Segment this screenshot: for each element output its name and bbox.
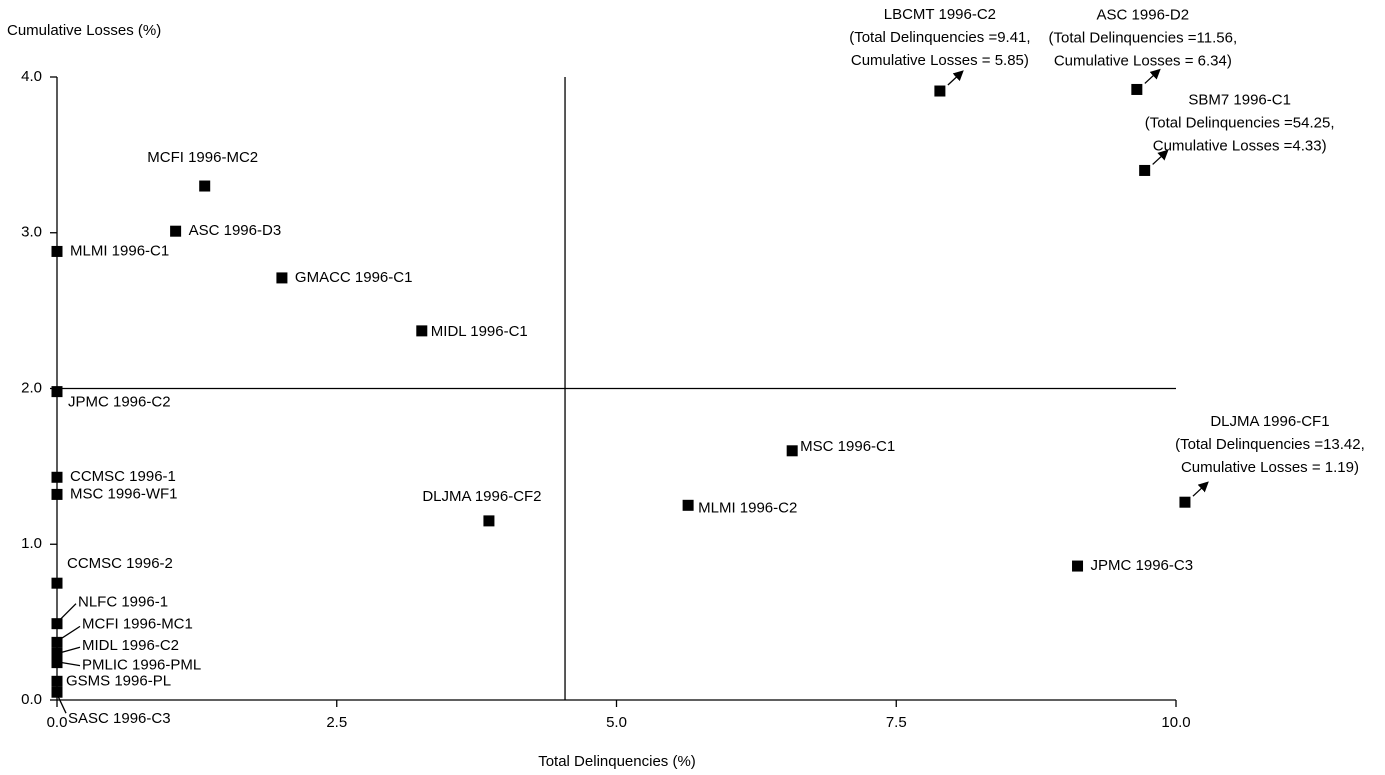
point xyxy=(51,686,63,698)
arrow xyxy=(1152,149,1169,165)
point-annotation: (Total Delinquencies =54.25, xyxy=(1145,114,1335,131)
point xyxy=(51,471,63,483)
point xyxy=(786,445,798,457)
point xyxy=(51,675,63,687)
point-label: MCFI 1996-MC2 xyxy=(147,149,258,166)
y-tick-label: 2.0 xyxy=(21,379,42,396)
point-annotation: Cumulative Losses =4.33) xyxy=(1153,137,1327,154)
point xyxy=(51,386,63,398)
point xyxy=(682,499,694,511)
point xyxy=(51,657,63,669)
arrow xyxy=(947,70,964,86)
point xyxy=(1139,164,1151,176)
point-label: DLJMA 1996-CF1 xyxy=(1210,413,1329,430)
point xyxy=(416,325,428,337)
leader-line xyxy=(57,695,67,714)
point-label: NLFC 1996-1 xyxy=(78,594,168,611)
leader-line xyxy=(61,661,81,667)
point xyxy=(1072,560,1084,572)
x-tick-label: 7.5 xyxy=(886,714,907,731)
point-annotation: Cumulative Losses = 6.34) xyxy=(1054,52,1232,69)
x-tick-label: 5.0 xyxy=(606,714,627,731)
point-label: SASC 1996-C3 xyxy=(68,710,171,727)
leader-line xyxy=(61,646,81,653)
point xyxy=(51,488,63,500)
y-tick-label: 4.0 xyxy=(21,68,42,85)
x-tick-label: 0.0 xyxy=(47,714,68,731)
point xyxy=(483,515,495,527)
point-label: ASC 1996-D2 xyxy=(1097,6,1190,23)
leader-line xyxy=(59,625,81,640)
point-label: CCMSC 1996-2 xyxy=(67,555,173,572)
point-label: MCFI 1996-MC1 xyxy=(82,615,193,632)
point-annotation: (Total Delinquencies =11.56, xyxy=(1049,29,1238,46)
point-annotation: Cumulative Losses = 5.85) xyxy=(851,52,1029,69)
y-tick-label: 3.0 xyxy=(21,224,42,241)
point-label: GSMS 1996-PL xyxy=(66,672,171,689)
point xyxy=(1131,83,1143,95)
y-tick-label: 0.0 xyxy=(21,691,42,708)
point-label: LBCMT 1996-C2 xyxy=(884,6,996,23)
y-axis-title: Cumulative Losses (%) xyxy=(7,22,161,39)
point-label: DLJMA 1996-CF2 xyxy=(422,488,541,505)
point-label: MLMI 1996-C2 xyxy=(698,499,797,516)
point xyxy=(51,636,63,648)
point-label: MLMI 1996-C1 xyxy=(70,242,169,259)
point-annotation: (Total Delinquencies =9.41, xyxy=(849,29,1030,46)
x-tick-label: 2.5 xyxy=(326,714,347,731)
point xyxy=(170,225,182,237)
x-tick-label: 10.0 xyxy=(1161,714,1190,731)
leader-line xyxy=(59,603,77,621)
point-label: JPMC 1996-C3 xyxy=(1091,557,1194,574)
point-label: SBM7 1996-C1 xyxy=(1188,91,1291,108)
point-label: MIDL 1996-C2 xyxy=(82,637,179,654)
point xyxy=(199,180,211,192)
arrow xyxy=(1192,481,1209,497)
point-label: ASC 1996-D3 xyxy=(189,222,282,239)
point-label: GMACC 1996-C1 xyxy=(295,269,413,286)
point-label: MIDL 1996-C1 xyxy=(431,323,528,340)
point-annotation: (Total Delinquencies =13.42, xyxy=(1175,436,1365,453)
point xyxy=(276,272,288,284)
point-label: PMLIC 1996-PML xyxy=(82,657,201,674)
point-label: MSC 1996-C1 xyxy=(800,438,895,455)
point xyxy=(51,618,63,630)
point-label: CCMSC 1996-1 xyxy=(70,468,176,485)
x-axis-title: Total Delinquencies (%) xyxy=(538,753,696,770)
arrow xyxy=(1144,68,1161,84)
point-annotation: Cumulative Losses = 1.19) xyxy=(1181,459,1359,476)
y-tick-label: 1.0 xyxy=(21,535,42,552)
point-label: MSC 1996-WF1 xyxy=(70,485,178,502)
point xyxy=(1179,496,1191,508)
point xyxy=(51,245,63,257)
point xyxy=(51,577,63,589)
point-label: JPMC 1996-C2 xyxy=(68,394,171,411)
point xyxy=(51,647,63,659)
point xyxy=(934,85,946,97)
